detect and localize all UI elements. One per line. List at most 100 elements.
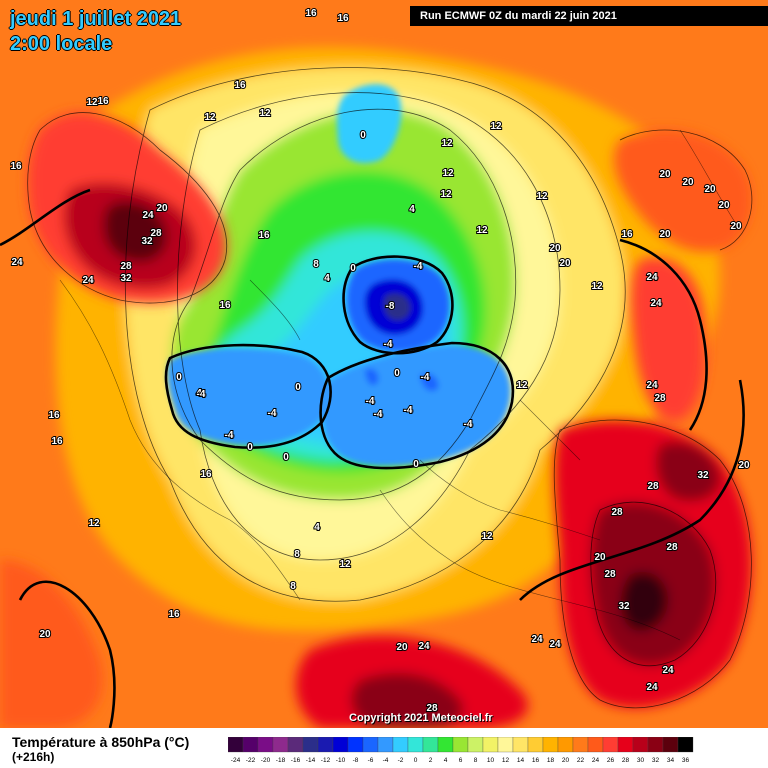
temperature-value-label: 28	[611, 507, 623, 518]
legend-swatch	[602, 737, 619, 753]
coastlines	[59, 129, 741, 641]
temperature-value-label: 12	[481, 531, 493, 542]
temperature-value-label: 12	[476, 225, 488, 236]
legend-tick-label: 6	[459, 757, 463, 764]
temperature-value-label: 12	[339, 559, 351, 570]
legend-tick-label: -14	[306, 757, 316, 764]
legend-tick-label: -2	[398, 757, 404, 764]
temperature-value-label: 24	[418, 641, 430, 652]
legend-tick-label: 10	[487, 757, 495, 764]
temperature-value-label: -4	[268, 408, 277, 419]
legend-swatch	[332, 737, 349, 753]
temperature-value-label: 12	[516, 380, 528, 391]
temperature-value-label: 20	[549, 243, 561, 254]
legend-swatch	[302, 737, 319, 753]
legend-swatch	[317, 737, 334, 753]
temperature-value-label: 0	[350, 263, 356, 274]
legend-tick-label: 2	[429, 757, 433, 764]
legend-swatch	[392, 737, 409, 753]
temperature-value-label: -4	[421, 372, 430, 383]
legend-tick-label: 0	[414, 757, 418, 764]
legend-swatch	[482, 737, 499, 753]
isotherm-thick	[0, 188, 745, 728]
temperature-value-label: 20	[704, 184, 716, 195]
temperature-value-label: 8	[294, 549, 300, 560]
legend-tick-label: 30	[637, 757, 645, 764]
legend-tick-label: 8	[474, 757, 478, 764]
copyright-text: Copyright 2021 Meteociel.fr	[349, 712, 493, 724]
legend-tick-label: 26	[607, 757, 615, 764]
temperature-value-label: 4	[409, 204, 415, 215]
legend-swatch	[257, 737, 274, 753]
temperature-value-label: 24	[646, 380, 658, 391]
legend-tick-label: 36	[682, 757, 690, 764]
legend-tick-label: 14	[517, 757, 525, 764]
cold-core	[167, 84, 511, 467]
temperature-value-label: 20	[659, 229, 671, 240]
temperature-value-label: 20	[396, 642, 408, 653]
legend-swatch	[527, 737, 544, 753]
temperature-value-label: 12	[440, 189, 452, 200]
temperature-value-label: 0	[360, 130, 366, 141]
temperature-value-label: 24	[531, 634, 543, 645]
temperature-value-label: 16	[305, 8, 317, 19]
temperature-value-label: 16	[219, 300, 231, 311]
temperature-value-label: 0	[283, 452, 289, 463]
legend-swatch	[542, 737, 559, 753]
temperature-value-label: 16	[168, 609, 180, 620]
temperature-value-label: 28	[654, 393, 666, 404]
legend-tick-label: 22	[577, 757, 585, 764]
legend-tick-label: 32	[652, 757, 660, 764]
legend-swatch	[422, 737, 439, 753]
legend-tick-label: -8	[353, 757, 359, 764]
temperature-value-label: 28	[150, 228, 162, 239]
temperature-value-label: -4	[384, 339, 393, 350]
temperature-value-label: -4	[464, 419, 473, 430]
legend-swatch	[572, 737, 589, 753]
temperature-value-label: 16	[51, 436, 63, 447]
field-label: Température à 850hPa (°C)	[12, 734, 190, 750]
temperature-value-label: 32	[697, 470, 709, 481]
legend-swatch	[557, 737, 574, 753]
temperature-value-label: 28	[604, 569, 616, 580]
temperature-value-label: 0	[176, 372, 182, 383]
temperature-value-label: 16	[200, 469, 212, 480]
legend-tick-label: -20	[261, 757, 271, 764]
legend-tick-label: -16	[291, 757, 301, 764]
temperature-value-label: 4	[196, 388, 202, 399]
temperature-value-label: 16	[48, 410, 60, 421]
legend-tick-label: 20	[562, 757, 570, 764]
legend-swatch	[347, 737, 364, 753]
legend-swatch	[362, 737, 379, 753]
legend-tick-label: 12	[502, 757, 510, 764]
temperature-value-label: 20	[730, 221, 742, 232]
legend-tick-label: -6	[368, 757, 374, 764]
temperature-value-label: -4	[225, 430, 234, 441]
temperature-value-label: 12	[204, 112, 216, 123]
legend-swatch	[272, 737, 289, 753]
legend-swatch	[497, 737, 514, 753]
temperature-value-label: 28	[120, 261, 132, 272]
temperature-value-label: 24	[549, 639, 561, 650]
temperature-value-label: -4	[374, 409, 383, 420]
temperature-value-label: 16	[258, 230, 270, 241]
isotherm-lines	[27, 67, 753, 709]
temperature-value-label: 20	[156, 203, 168, 214]
temperature-value-label: 12	[86, 97, 98, 108]
temperature-value-label: 32	[618, 601, 630, 612]
legend-tick-label: -18	[276, 757, 286, 764]
temperature-value-label: 24	[662, 665, 674, 676]
temperature-value-label: 24	[650, 298, 662, 309]
map-date-title: jeudi 1 juillet 2021	[10, 8, 182, 30]
legend-swatch	[677, 737, 694, 753]
legend-swatch	[242, 737, 259, 753]
temperature-value-label: 12	[259, 108, 271, 119]
legend-tick-label: -22	[246, 757, 256, 764]
temperature-value-label: 32	[120, 273, 132, 284]
legend-swatch	[512, 737, 529, 753]
legend-swatch	[587, 737, 604, 753]
temperature-value-label: 20	[659, 169, 671, 180]
legend-tick-label: -12	[321, 757, 331, 764]
